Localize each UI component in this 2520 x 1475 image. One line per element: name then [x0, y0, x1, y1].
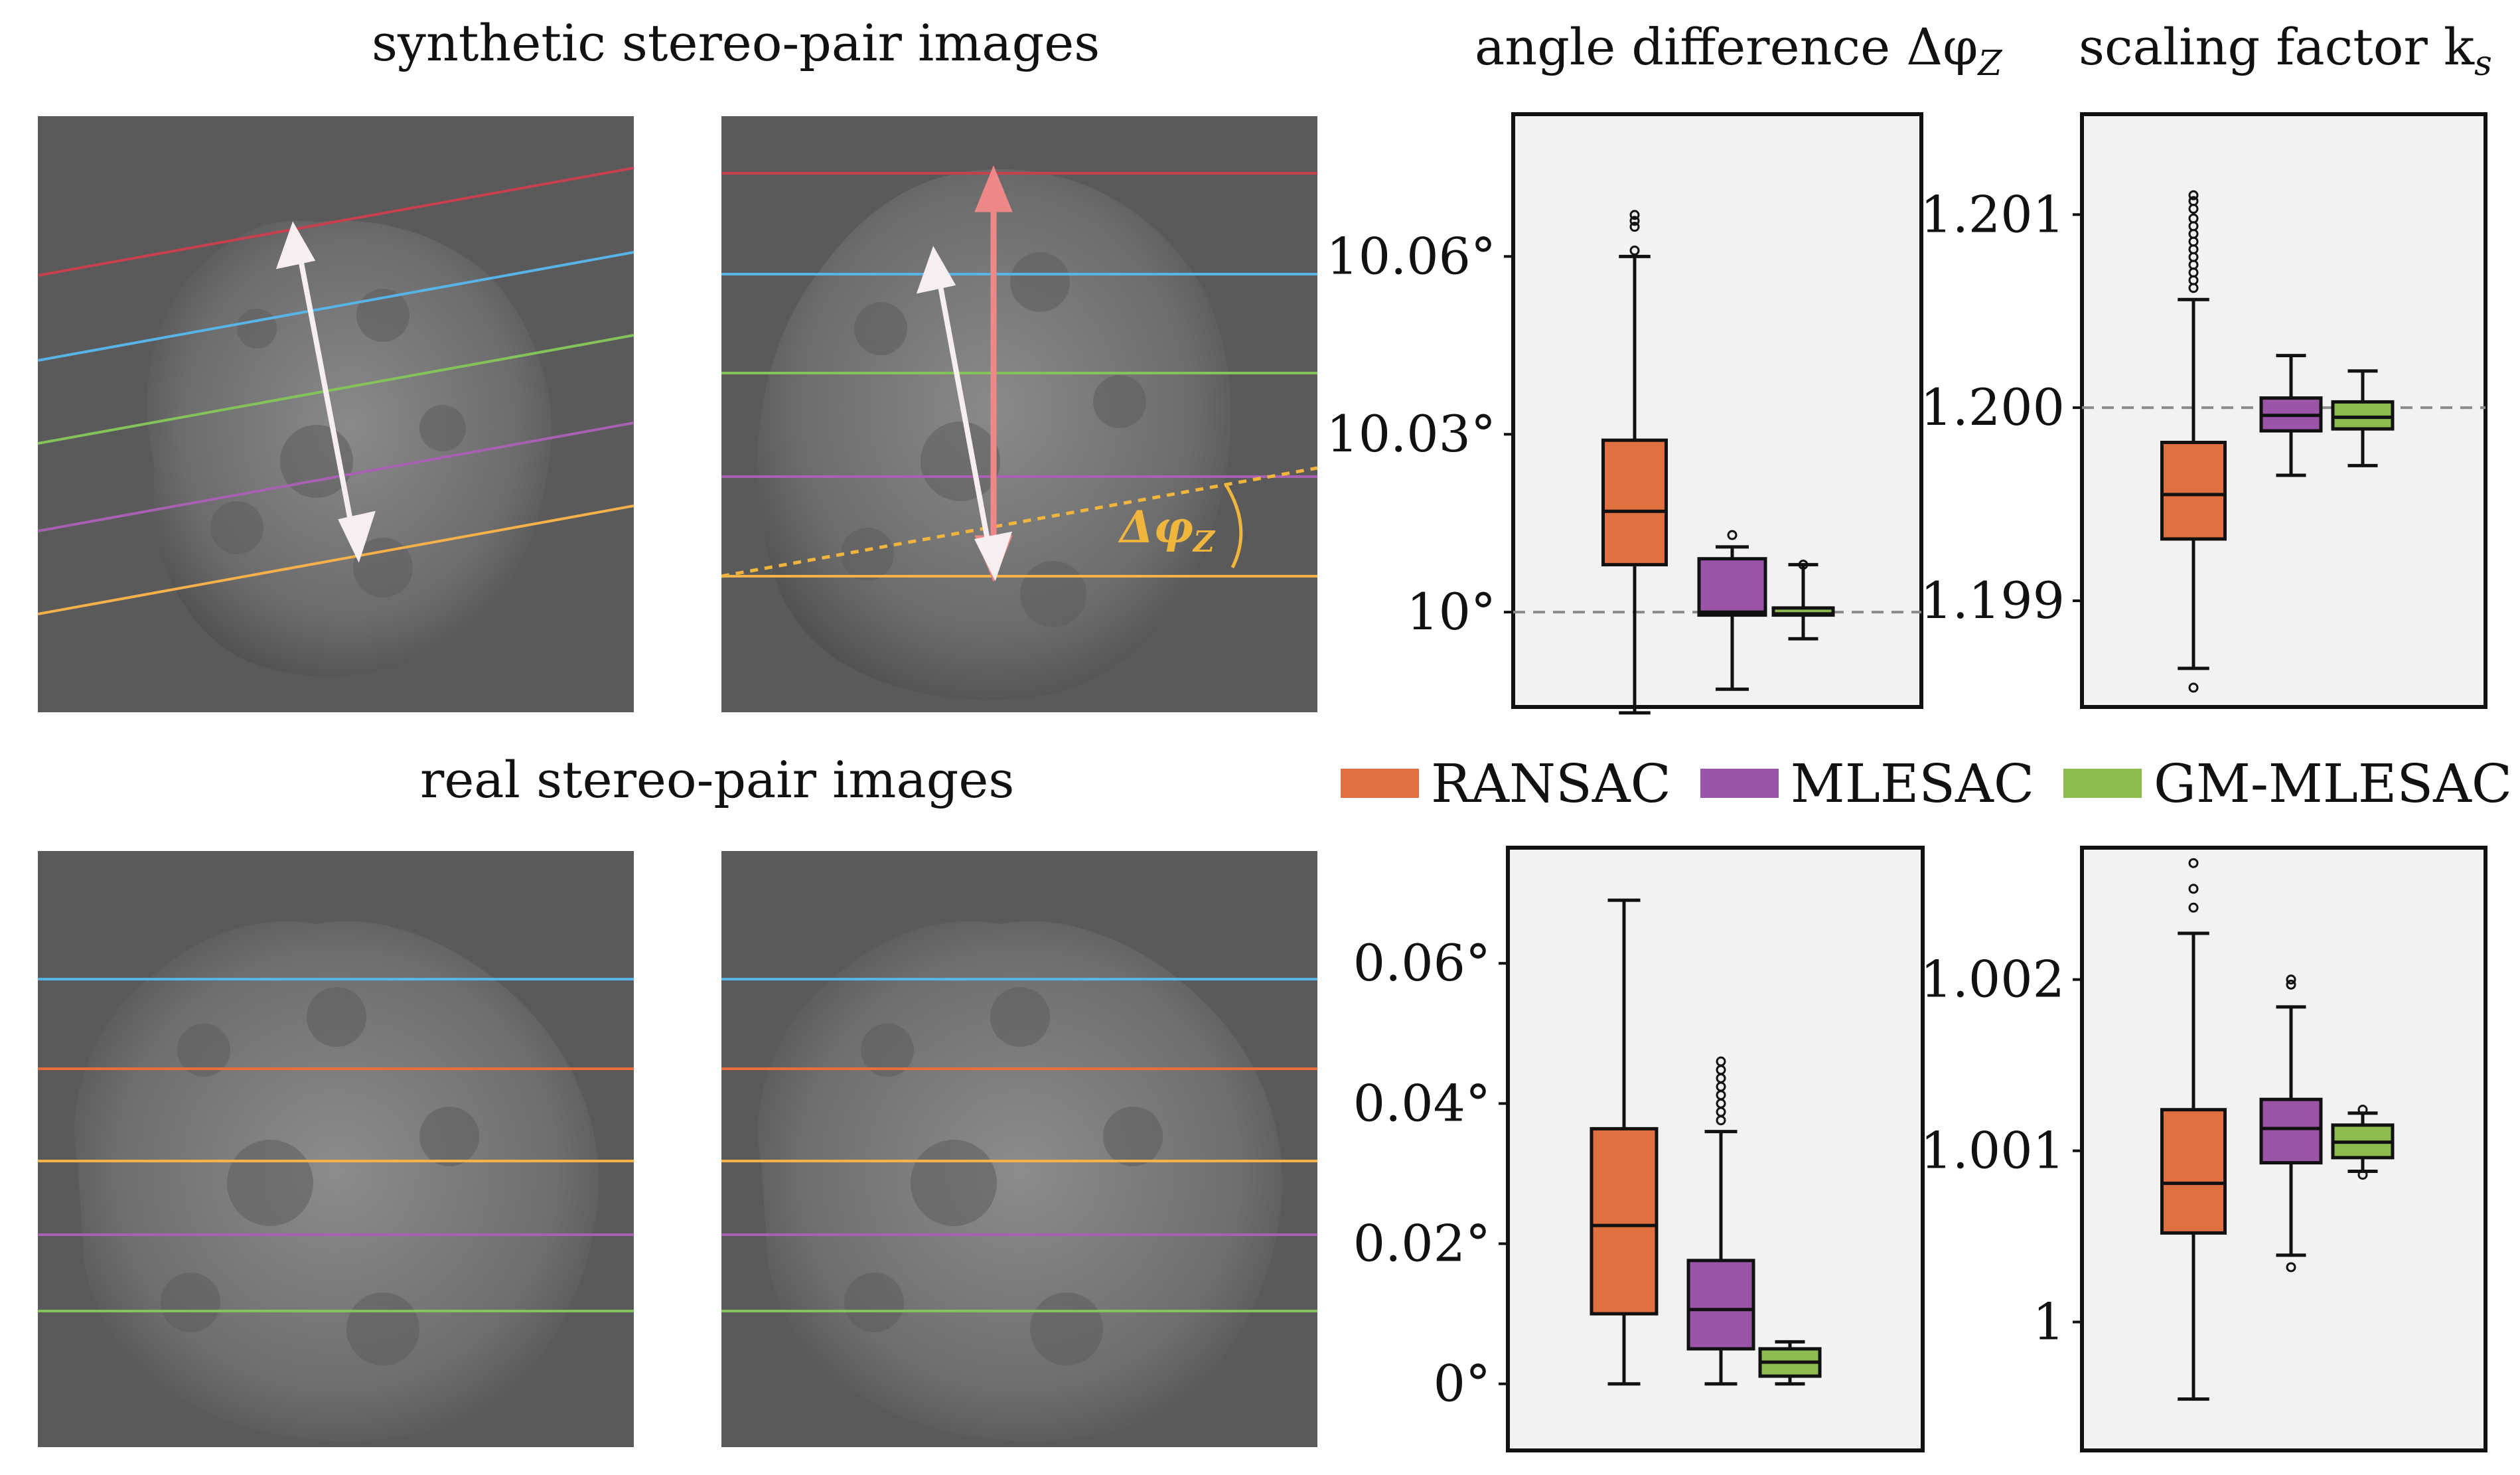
box-ransac — [1601, 438, 1668, 567]
outlier-ransac — [2188, 682, 2199, 693]
legend-swatch-gm-mlesac — [2063, 769, 2142, 798]
outlier-ransac — [2188, 884, 2199, 894]
synthetic-right-image: ΔφZ — [721, 116, 1317, 712]
y-tick-label: 0.02° — [1353, 1214, 1491, 1273]
angle-chart-title-subscript: Z — [1978, 44, 2002, 84]
real-angle-boxplot: 0° 0.02° 0.04° 0.06° — [1353, 846, 1925, 1452]
outlier-ransac — [2188, 190, 2199, 200]
scale-chart-title: scaling factor ks — [2079, 17, 2492, 84]
epipolar-line-red — [38, 167, 634, 277]
epipolar-line-blue — [38, 251, 634, 362]
white-arrow — [275, 221, 376, 563]
real-scale-boxplot: 1 1.001 1.002 — [1925, 846, 2487, 1452]
y-tick-label: 1.002 — [1925, 950, 2065, 1009]
plot-area — [1511, 112, 1923, 709]
synthetic-section-title: synthetic stereo-pair images — [372, 13, 1100, 72]
outlier-ransac — [1629, 210, 1640, 220]
angle-chart-title: angle difference ΔφZ — [1475, 17, 2002, 84]
y-tick-label: 0.04° — [1353, 1073, 1491, 1132]
epipolar-line-purple — [38, 422, 634, 532]
outlier-ransac — [2188, 858, 2199, 868]
legend-item-gm-mlesac: GM-MLESAC — [2063, 753, 2512, 815]
plot-area — [1506, 846, 1925, 1452]
box-mlesac — [1686, 1259, 1755, 1351]
epipolar-line-green — [38, 334, 634, 445]
box-gm-mlesac — [2331, 400, 2395, 431]
real-right-rock — [721, 921, 1317, 1441]
y-tick-label: 0° — [1434, 1354, 1491, 1413]
angle-annotation-text: Δφ — [1120, 501, 1193, 553]
outlier-mlesac — [2286, 1262, 2296, 1273]
synthetic-right-rock — [721, 165, 1317, 700]
y-tick-label: 1.199 — [1925, 571, 2065, 630]
synthetic-left-rock — [38, 167, 634, 676]
legend-label-mlesac: MLESAC — [1790, 752, 2035, 815]
outlier-gm-mlesac — [2357, 1170, 2368, 1180]
y-tick-label: 10° — [1406, 582, 1496, 641]
outlier-ransac — [2188, 902, 2199, 913]
legend-item-ransac: RANSAC — [1341, 753, 1671, 815]
angle-chart-title-text: angle difference Δφ — [1475, 17, 1978, 76]
angle-annotation: ΔφZ — [1120, 501, 1215, 559]
outlier-mlesac — [2286, 974, 2296, 985]
box-mlesac — [2259, 1097, 2323, 1165]
real-section-title: real stereo-pair images — [420, 750, 1015, 809]
outlier-gm-mlesac — [1798, 560, 1809, 570]
angle-annotation-subscript: Z — [1193, 525, 1215, 560]
outlier-ransac — [1629, 245, 1640, 256]
synthetic-scale-boxplot: 1.199 1.200 1.201 — [1925, 112, 2487, 709]
legend-swatch-ransac — [1341, 769, 1419, 798]
epipolar-line-orange — [38, 505, 634, 615]
outlier-ransac — [1629, 216, 1640, 226]
box-ransac — [1590, 1126, 1659, 1316]
outlier-ransac — [1629, 222, 1640, 232]
y-tick-label: 1.201 — [1925, 185, 2065, 244]
y-tick-label: 10.03° — [1327, 404, 1496, 463]
outlier-mlesac — [1716, 1056, 1726, 1067]
scale-chart-title-subscript: s — [2474, 44, 2492, 84]
legend-label-gm-mlesac: GM-MLESAC — [2154, 752, 2513, 815]
real-left-rock — [38, 921, 634, 1441]
legend: RANSAC MLESAC GM-MLESAC — [1341, 753, 2520, 815]
outlier-ransac — [2188, 196, 2199, 206]
box-mlesac — [1697, 557, 1767, 617]
real-right-image — [721, 851, 1317, 1447]
angle-arc — [1224, 483, 1243, 569]
y-tick-label: 1.001 — [1925, 1121, 2065, 1180]
outlier-ransac — [2188, 213, 2199, 224]
legend-item-mlesac: MLESAC — [1700, 753, 2034, 815]
legend-swatch-mlesac — [1700, 769, 1779, 798]
synthetic-angle-boxplot: 10° 10.03° 10.06° — [1327, 112, 1923, 715]
white-arrow — [916, 246, 1013, 582]
outlier-gm-mlesac — [2357, 1105, 2368, 1115]
y-tick-label: 0.06° — [1353, 933, 1491, 992]
y-tick-label: 1 — [2033, 1292, 2065, 1352]
outlier-mlesac — [2286, 979, 2296, 990]
real-left-image — [38, 851, 634, 1447]
legend-label-ransac: RANSAC — [1431, 752, 1671, 815]
box-ransac — [2160, 1108, 2227, 1235]
outlier-mlesac — [1727, 530, 1738, 540]
box-ransac — [2160, 440, 2227, 541]
y-tick-label: 10.06° — [1327, 226, 1496, 285]
scale-chart-title-text: scaling factor k — [2079, 17, 2475, 76]
synthetic-left-image — [38, 116, 634, 712]
y-tick-label: 1.200 — [1925, 378, 2065, 437]
